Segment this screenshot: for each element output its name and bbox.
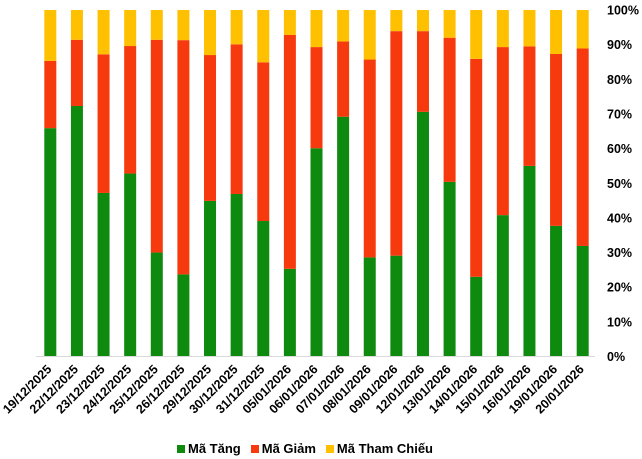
bar-segment-ma-tang (150, 252, 163, 357)
bar-segment-ma-tham-chieu (363, 10, 376, 60)
bar-segment-ma-tang (443, 181, 456, 357)
y-axis-label: 40% (607, 211, 632, 225)
y-axis-label: 10% (607, 315, 632, 329)
bar-segment-ma-tham-chieu (283, 10, 296, 35)
bar-segment-ma-giam (470, 58, 483, 277)
bars-group (44, 10, 589, 357)
y-axis-label: 0% (607, 350, 625, 364)
bar-segment-ma-giam (44, 60, 57, 129)
bar-segment-ma-tang (363, 257, 376, 357)
legend-label: Mã Giảm (261, 441, 316, 456)
bar-segment-ma-tang (70, 105, 83, 357)
bar-segment-ma-tham-chieu (230, 10, 243, 45)
bar-segment-ma-tang (310, 148, 323, 357)
bar-segment-ma-tham-chieu (496, 10, 509, 48)
legend-item-ma-giam: Mã Giảm (250, 441, 316, 456)
legend-swatch-ma-tang (177, 444, 185, 453)
bar-segment-ma-tang (337, 116, 350, 357)
bar-segment-ma-giam (576, 48, 589, 246)
y-axis-labels: 0% 10% 20% 30% 40% 50% 60% 70% 80% 90% 100% (607, 4, 639, 365)
bar-segment-ma-tham-chieu (550, 10, 563, 55)
y-axis-label: 90% (607, 38, 632, 52)
bar-segment-ma-tang (496, 215, 509, 357)
bar-segment-ma-tang (283, 268, 296, 357)
y-axis-label: 20% (607, 281, 632, 295)
bar-segment-ma-tham-chieu (177, 10, 190, 41)
bar-segment-ma-tham-chieu (70, 10, 83, 40)
bar-segment-ma-tang (550, 225, 563, 357)
bar-segment-ma-tang (44, 128, 57, 357)
bar-segment-ma-giam (177, 40, 190, 275)
bar-segment-ma-giam (204, 55, 217, 201)
bar-segment-ma-giam (257, 62, 270, 222)
bar-segment-ma-tang (416, 111, 429, 357)
bar-segment-ma-giam (416, 31, 429, 112)
bar-segment-ma-giam (550, 54, 563, 226)
bar-segment-ma-tham-chieu (310, 10, 323, 48)
bar-segment-ma-giam (363, 59, 376, 258)
bar-segment-ma-giam (150, 39, 163, 253)
bar-segment-ma-giam (523, 46, 536, 166)
y-axis-label: 50% (607, 177, 632, 191)
bar-segment-ma-giam (390, 31, 403, 256)
bar-segment-ma-giam (124, 46, 137, 174)
bar-segment-ma-tang (230, 193, 243, 357)
y-axis-label: 80% (607, 73, 632, 87)
legend-label: Mã Tăng (188, 441, 241, 456)
bar-segment-ma-giam (496, 47, 509, 216)
bar-segment-ma-tang (576, 245, 589, 357)
bar-segment-ma-tham-chieu (416, 10, 429, 32)
y-axis-label: 70% (607, 107, 632, 121)
bar-segment-ma-tang (470, 276, 483, 357)
x-axis-labels: 19/12/202522/12/202523/12/202524/12/2025… (0, 362, 587, 416)
bar-segment-ma-tham-chieu (150, 10, 163, 40)
legend-item-ma-tang: Mã Tăng (177, 441, 241, 456)
legend: Mã Tăng Mã Giảm Mã Tham Chiếu (177, 441, 433, 456)
bar-segment-ma-tang (177, 274, 190, 357)
legend-swatch-ma-tham-chieu (325, 444, 334, 453)
bar-segment-ma-tang (204, 200, 217, 357)
bar-segment-ma-tham-chieu (257, 10, 270, 63)
bar-segment-ma-giam (230, 44, 243, 194)
bar-segment-ma-tham-chieu (97, 10, 110, 55)
bar-segment-ma-tang (124, 173, 137, 357)
bar-segment-ma-tham-chieu (390, 10, 403, 32)
bar-segment-ma-tham-chieu (204, 10, 217, 56)
bar-segment-ma-tang (523, 165, 536, 357)
bar-segment-ma-tham-chieu (470, 10, 483, 59)
bar-segment-ma-giam (97, 54, 110, 193)
bar-segment-ma-tham-chieu (124, 10, 137, 47)
y-axis-label: 100% (607, 4, 639, 18)
bar-segment-ma-giam (337, 41, 350, 117)
legend-item-ma-tham-chieu: Mã Tham Chiếu (325, 441, 433, 456)
bar-segment-ma-tham-chieu (44, 10, 57, 61)
bar-segment-ma-tham-chieu (523, 10, 536, 47)
y-axis-label: 30% (607, 246, 632, 260)
bar-segment-ma-giam (283, 34, 296, 269)
y-axis-label: 60% (607, 142, 632, 156)
bar-segment-ma-tham-chieu (576, 10, 589, 49)
bar-segment-ma-tham-chieu (443, 10, 456, 38)
bar-segment-ma-tham-chieu (337, 10, 350, 42)
bar-segment-ma-tang (390, 255, 403, 357)
bar-segment-ma-giam (443, 37, 456, 182)
bar-segment-ma-tang (97, 192, 110, 357)
bar-segment-ma-tang (257, 221, 270, 357)
bar-segment-ma-giam (70, 39, 83, 106)
legend-label: Mã Tham Chiếu (336, 441, 433, 456)
bar-segment-ma-giam (310, 47, 323, 149)
legend-swatch-ma-giam (250, 444, 259, 453)
